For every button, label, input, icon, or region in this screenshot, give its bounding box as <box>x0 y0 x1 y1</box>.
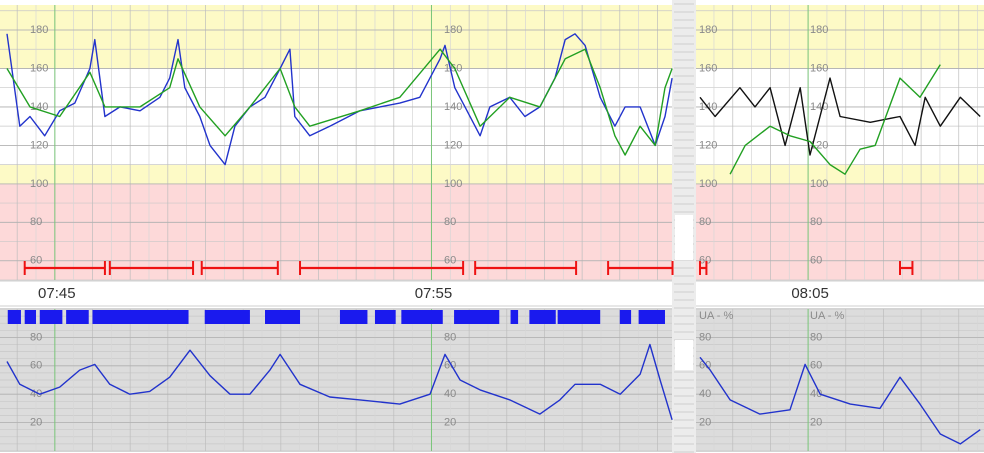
y-tick-label: 20 <box>30 417 42 429</box>
time-strip <box>0 281 984 306</box>
series-line <box>729 64 941 175</box>
segment <box>23 261 106 275</box>
movement <box>24 310 37 324</box>
time-label: 07:55 <box>415 285 453 302</box>
y-tick-label: 80 <box>699 331 711 343</box>
y-tick-label: 60 <box>810 255 822 267</box>
y-tick-label: 180 <box>444 24 462 36</box>
segment <box>474 261 578 275</box>
movement <box>619 310 632 324</box>
y-tick-label: 160 <box>444 62 462 74</box>
band <box>0 5 984 69</box>
y-tick-label: 160 <box>810 62 828 74</box>
y-tick-label: 60 <box>30 255 42 267</box>
movement <box>339 310 368 324</box>
y-tick-label: 20 <box>810 417 822 429</box>
movement <box>66 310 89 324</box>
segment <box>607 261 674 275</box>
gap-box <box>675 215 693 260</box>
y-tick-label: 60 <box>444 255 456 267</box>
movement <box>264 310 301 324</box>
y-tick-label: 80 <box>810 331 822 343</box>
y-tick-label: 20 <box>444 417 456 429</box>
axis-label: UA - % <box>810 310 844 322</box>
y-tick-label: 80 <box>30 216 42 228</box>
segment <box>299 261 465 275</box>
time-label: 08:05 <box>791 285 829 302</box>
y-tick-label: 140 <box>444 101 462 113</box>
series-line <box>6 48 673 156</box>
movement <box>401 310 443 324</box>
segment <box>200 261 279 275</box>
band <box>0 183 984 280</box>
movement <box>638 310 665 324</box>
segment <box>108 261 195 275</box>
gap-strip <box>672 0 696 453</box>
series-line <box>699 77 981 156</box>
y-tick-label: 40 <box>699 388 711 400</box>
gap-box <box>675 340 693 370</box>
y-tick-label: 80 <box>444 216 456 228</box>
band <box>0 164 984 184</box>
y-tick-label: 80 <box>444 331 456 343</box>
y-tick-label: 80 <box>699 216 711 228</box>
movement <box>7 310 21 324</box>
y-tick-label: 60 <box>30 360 42 372</box>
series-line <box>6 343 981 445</box>
y-tick-label: 60 <box>810 360 822 372</box>
y-tick-label: 100 <box>699 178 717 190</box>
y-tick-label: 180 <box>810 24 828 36</box>
y-tick-label: 40 <box>444 388 456 400</box>
movement <box>454 310 500 324</box>
y-tick-label: 120 <box>699 139 717 151</box>
movement <box>39 310 63 324</box>
y-tick-label: 20 <box>699 417 711 429</box>
y-tick-label: 60 <box>699 360 711 372</box>
y-tick-label: 100 <box>444 178 462 190</box>
y-tick-label: 180 <box>699 24 717 36</box>
y-tick-label: 120 <box>444 139 462 151</box>
y-tick-label: 100 <box>30 178 48 190</box>
movement <box>204 310 250 324</box>
segment <box>699 261 708 275</box>
y-tick-label: 160 <box>699 62 717 74</box>
series-line <box>6 33 673 166</box>
movement <box>557 310 601 324</box>
y-tick-label: 80 <box>30 331 42 343</box>
band <box>0 68 984 165</box>
segment <box>899 261 914 275</box>
y-tick-label: 120 <box>810 139 828 151</box>
y-tick-label: 100 <box>810 178 828 190</box>
y-tick-label: 120 <box>30 139 48 151</box>
movement <box>529 310 556 324</box>
axis-label: UA - % <box>699 310 733 322</box>
movement <box>374 310 396 324</box>
y-tick-label: 140 <box>810 101 828 113</box>
y-tick-label: 60 <box>699 255 711 267</box>
y-tick-label: 160 <box>30 62 48 74</box>
y-tick-label: 140 <box>30 101 48 113</box>
time-label: 07:45 <box>38 285 76 302</box>
y-tick-label: 180 <box>30 24 48 36</box>
movement <box>92 310 189 324</box>
y-tick-label: 80 <box>810 216 822 228</box>
movement <box>510 310 519 324</box>
